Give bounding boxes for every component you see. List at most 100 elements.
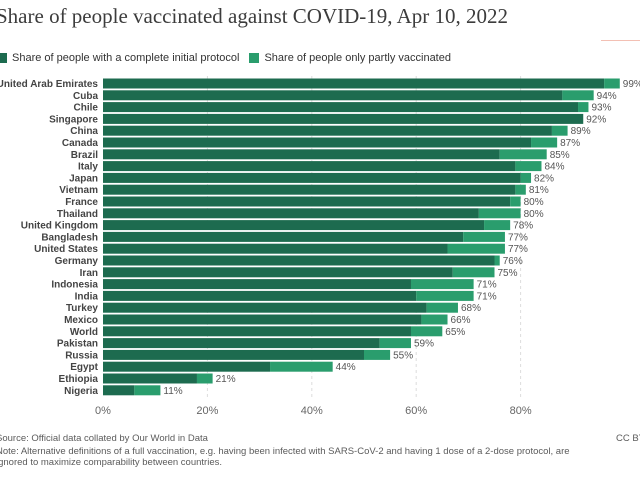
category-label: Indonesia [51,280,98,291]
category-label: Canada [62,138,99,149]
bar-complete [103,137,532,148]
data-label: 55% [393,350,413,361]
bar-partial [515,161,542,172]
data-label: 92% [586,114,606,125]
category-label: Russia [65,350,98,361]
bar-complete [103,125,552,136]
bar-complete [103,102,579,113]
data-label: 77% [508,232,528,243]
category-label: Egypt [70,362,98,373]
bar-partial [270,361,333,372]
bar-partial [478,208,521,219]
bar-partial [447,243,505,254]
bar-complete [103,279,411,290]
data-label: 85% [550,150,570,161]
bar-complete [103,196,511,207]
category-label: Thailand [57,209,98,220]
category-label: Vietnam [59,185,98,196]
category-label: Singapore [49,114,98,125]
bar-complete [103,161,516,172]
bar-complete [103,338,380,349]
bar-complete [103,326,411,337]
logo-divider [601,40,640,41]
category-label: Ethiopia [59,374,99,385]
bar-partial [578,102,589,113]
license-label[interactable]: CC BY [616,433,640,444]
category-label: World [70,327,98,338]
note-line-1: Note: Alternative definitions of a full … [0,446,570,457]
bar-complete [103,302,427,313]
data-label: 77% [508,244,528,255]
data-label: 78% [513,221,533,232]
category-label: Bangladesh [41,232,98,243]
bar-complete [103,231,464,242]
bar-complete [103,113,584,124]
data-label: 59% [414,339,434,350]
legend-swatch-complete [0,53,7,63]
bar-partial [379,338,411,349]
data-label: 80% [524,197,544,208]
bar-complete [103,255,495,266]
bar-partial [410,279,474,290]
data-label: 81% [529,185,549,196]
data-label: 71% [477,291,497,302]
legend-item-complete[interactable]: Share of people with a complete initial … [0,52,239,64]
bar-partial [421,314,448,325]
bar-complete [103,290,417,301]
bar-partial [364,349,391,360]
bar-complete [103,243,448,254]
x-tick-label: 20% [196,405,218,417]
bar-partial [531,137,558,148]
category-label: Iran [80,268,98,279]
legend: Share of people with a complete initial … [0,52,461,64]
legend-swatch-partial [249,53,260,63]
data-label: 76% [503,256,523,267]
bar-complete [103,373,197,384]
bar-partial [494,255,500,266]
x-tick-label: 60% [405,405,427,417]
data-label: 94% [597,91,617,102]
category-label: France [65,197,98,208]
data-label: 66% [451,315,471,326]
note-line-2: ignored to maximize comparability betwee… [0,457,222,468]
category-label: Brazil [71,150,98,161]
bar-partial [134,385,161,396]
category-label: Pakistan [57,339,98,350]
bar-complete [103,208,479,219]
data-label: 87% [560,138,580,149]
bar-partial [426,302,458,313]
legend-item-partial[interactable]: Share of people only partly vaccinated [249,52,451,64]
category-label: Germany [55,256,99,267]
bar-complete [103,149,500,160]
category-label: United Kingdom [21,221,98,232]
category-label: Italy [78,162,98,173]
x-tick-label: 40% [301,405,323,417]
data-label: 80% [524,209,544,220]
x-tick-label: 0% [95,405,111,417]
bar-partial [499,149,547,160]
bar-partial [416,290,474,301]
bar-complete [103,267,453,278]
bar-chart: United Arab Emirates 99% Cuba 94% Chile 93% Si… [0,76,640,417]
legend-label-complete: Share of people with a complete initial … [12,52,240,64]
data-label: 89% [571,126,591,137]
bar-partial [484,220,511,231]
category-label: United Arab Emirates [0,79,98,90]
bar-complete [103,349,364,360]
bar-partial [604,78,620,89]
bar-partial [410,326,443,337]
bar-partial [551,125,568,136]
bar-partial [196,373,213,384]
data-label: 84% [544,162,564,173]
bar-complete [103,172,521,183]
data-label: 93% [591,103,611,114]
category-label: Chile [74,103,99,114]
data-label: 71% [477,280,497,291]
category-label: Nigeria [64,386,98,397]
category-label: Mexico [64,315,98,326]
x-tick-label: 80% [510,405,532,417]
bar-complete [103,361,271,372]
bar-partial [463,231,505,242]
data-label: 82% [534,173,554,184]
source-note: Source: Official data collated by Our Wo… [0,433,208,444]
